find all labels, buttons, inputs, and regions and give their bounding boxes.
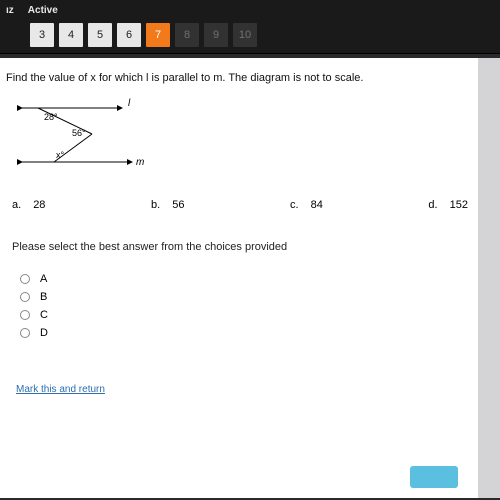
radio-label-b: B	[40, 291, 47, 303]
angle-56: 56°	[72, 128, 86, 138]
choice-a: a. 28	[12, 199, 45, 211]
radio-group: A B C D	[6, 273, 474, 339]
choice-b-value: 56	[172, 199, 184, 211]
nav-btn-7[interactable]: 7	[146, 23, 170, 47]
choice-b: b. 56	[151, 199, 184, 211]
topbar-label-1: ız	[6, 5, 14, 16]
nav-btn-4[interactable]: 4	[59, 23, 83, 47]
radio-row-c[interactable]: C	[20, 309, 474, 321]
nav-btn-9[interactable]: 9	[204, 23, 228, 47]
nav-btn-10[interactable]: 10	[233, 23, 257, 47]
top-bar: ız Active	[0, 0, 500, 20]
nav-btn-8[interactable]: 8	[175, 23, 199, 47]
radio-d[interactable]	[20, 328, 30, 338]
radio-label-a: A	[40, 273, 47, 285]
mark-return-link[interactable]: Mark this and return	[6, 384, 105, 395]
answer-choices: a. 28 b. 56 c. 84 d. 152	[6, 195, 474, 211]
topbar-label-2: Active	[28, 5, 58, 16]
radio-row-b[interactable]: B	[20, 291, 474, 303]
label-l: l	[128, 98, 131, 109]
radio-row-a[interactable]: A	[20, 273, 474, 285]
radio-c[interactable]	[20, 310, 30, 320]
nav-btn-6[interactable]: 6	[117, 23, 141, 47]
angle-x: x°	[56, 150, 65, 160]
choice-d: d. 152	[428, 199, 468, 211]
choice-b-letter: b.	[151, 199, 160, 211]
choice-a-letter: a.	[12, 199, 21, 211]
angle-28: 28°	[44, 112, 58, 122]
choice-c-value: 84	[311, 199, 323, 211]
scroll-gutter[interactable]	[478, 58, 500, 498]
choice-c: c. 84	[290, 199, 323, 211]
radio-label-d: D	[40, 327, 48, 339]
question-nav: 3 4 5 6 7 8 9 10	[0, 20, 500, 54]
question-panel: Find the value of x for which l is paral…	[0, 58, 482, 498]
radio-row-d[interactable]: D	[20, 327, 474, 339]
nav-btn-3[interactable]: 3	[30, 23, 54, 47]
choice-c-letter: c.	[290, 199, 299, 211]
next-button[interactable]	[410, 466, 458, 488]
radio-b[interactable]	[20, 292, 30, 302]
question-prompt: Find the value of x for which l is paral…	[6, 72, 474, 84]
label-m: m	[136, 157, 144, 168]
content-area: Find the value of x for which l is paral…	[0, 58, 500, 498]
radio-label-c: C	[40, 309, 48, 321]
radio-a[interactable]	[20, 274, 30, 284]
nav-btn-5[interactable]: 5	[88, 23, 112, 47]
instruction-text: Please select the best answer from the c…	[12, 241, 474, 253]
choice-a-value: 28	[33, 199, 45, 211]
geometry-diagram: l m 28° 56° x°	[14, 90, 174, 180]
choice-d-value: 152	[450, 199, 468, 211]
choice-d-letter: d.	[428, 199, 437, 211]
